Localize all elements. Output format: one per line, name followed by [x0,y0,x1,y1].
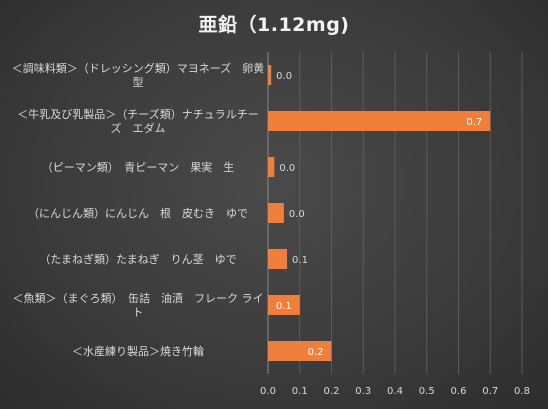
bar [268,341,332,361]
category-label: ＜水産練り製品＞焼き竹輪 [72,344,204,358]
category-label-line: （ピーマン類） 青ピーマン 果実 生 [42,160,235,174]
bar-data-label: 0.0 [279,163,295,174]
category-label-line: ト [133,306,144,319]
x-tick-label: 0.7 [482,386,498,397]
category-label-line: （たまねぎ類）たまねぎ りん茎 ゆで [39,252,236,266]
category-label: ＜魚類＞（まぐろ類） 缶詰 油漬 フレーク ライト [13,291,264,319]
x-tick-label: 0.8 [514,386,530,397]
bar-data-label: 0.7 [466,117,482,128]
category-label-line: ズ エダム [111,121,166,135]
x-tick-label: 0.2 [324,386,340,397]
bar-data-label: 0.0 [276,71,292,82]
bar [268,203,284,223]
x-tick-label: 0.4 [387,386,403,397]
category-label: （たまねぎ類）たまねぎ りん茎 ゆで [39,252,236,266]
x-tick-label: 0.0 [260,386,276,397]
x-tick-label: 0.6 [451,386,467,397]
category-label-line: （にんじん類）にんじん 根 皮むき ゆで [28,206,248,220]
category-label: ＜牛乳及び乳製品＞（チーズ類）ナチュラルチーズ エダム [17,107,258,135]
bar-data-label: 0.1 [292,255,308,266]
category-label: ＜調味料類＞（ドレッシング類）マヨネーズ 卵黄型 [12,61,264,89]
bar-data-label: 0.0 [289,209,305,220]
bar [268,65,272,85]
category-label-line: 型 [133,75,144,89]
category-label-line: ＜魚類＞（まぐろ類） 缶詰 油漬 フレーク ライ [13,291,264,305]
x-tick-label: 0.5 [419,386,435,397]
category-label: （にんじん類）にんじん 根 皮むき ゆで [28,206,248,220]
x-tick-label: 0.3 [355,386,371,397]
x-tick-label: 0.1 [292,386,308,397]
bar [268,249,288,269]
bar-data-label: 0.2 [308,347,324,358]
bar [268,111,491,131]
bar-data-label: 0.1 [276,301,292,312]
category-label: （ピーマン類） 青ピーマン 果実 生 [42,160,235,174]
chart-title: 亜鉛（1.12mg) [198,14,350,36]
category-label-line: ＜牛乳及び乳製品＞（チーズ類）ナチュラルチー [17,107,258,121]
bar [268,157,275,177]
bar [268,295,300,315]
category-label-line: ＜水産練り製品＞焼き竹輪 [72,344,204,358]
category-label-line: ＜調味料類＞（ドレッシング類）マヨネーズ 卵黄 [12,61,264,75]
